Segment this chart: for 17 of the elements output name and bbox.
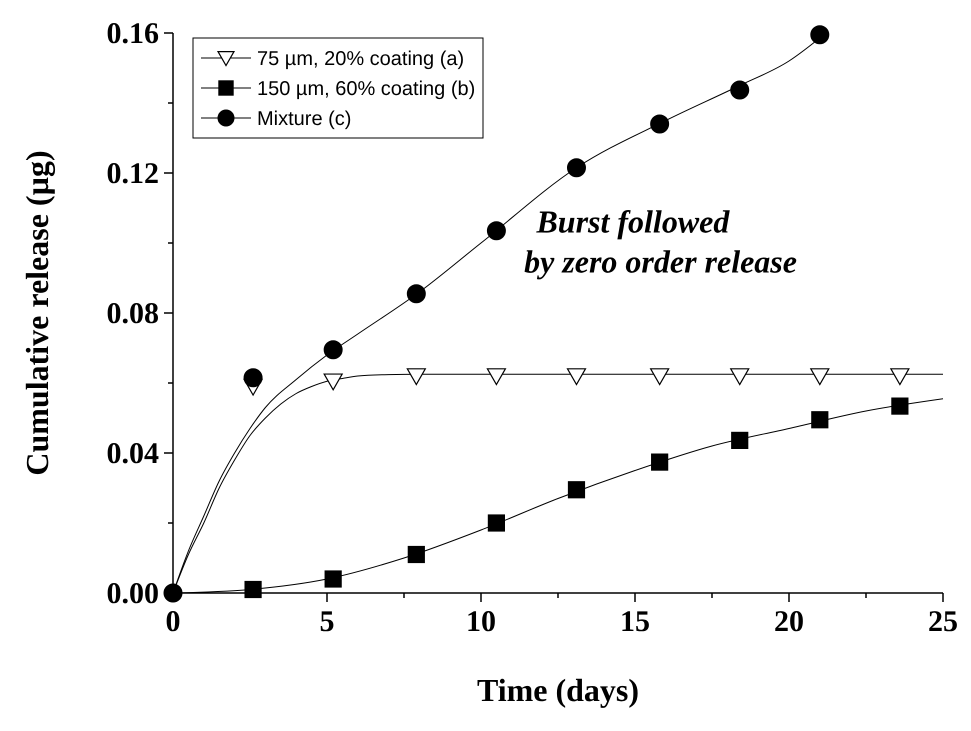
x-tick-label: 5 [320, 605, 334, 638]
legend-label: Mixture (c) [257, 108, 352, 130]
y-axis-title: Cumulative release (µg) [19, 150, 56, 476]
y-tick-label: 0.12 [106, 157, 159, 190]
y-tick-label: 0.00 [106, 577, 159, 610]
y-tick-label: 0.16 [106, 17, 159, 50]
x-tick-label: 10 [466, 605, 496, 638]
annotation: Burst followed by zero order release [524, 204, 797, 280]
x-axis-title: Time (days) [476, 672, 640, 708]
y-tick-label: 0.04 [106, 437, 159, 470]
x-tick-label: 15 [620, 605, 650, 638]
legend-label: 75 µm, 20% coating (a) [257, 48, 464, 70]
x-tick-label: 25 [928, 605, 958, 638]
y-tick-label: 0.08 [106, 297, 159, 330]
x-tick-label: 20 [774, 605, 804, 638]
x-tick-label: 0 [166, 605, 180, 638]
legend-label: 150 µm, 60% coating (b) [257, 78, 476, 100]
